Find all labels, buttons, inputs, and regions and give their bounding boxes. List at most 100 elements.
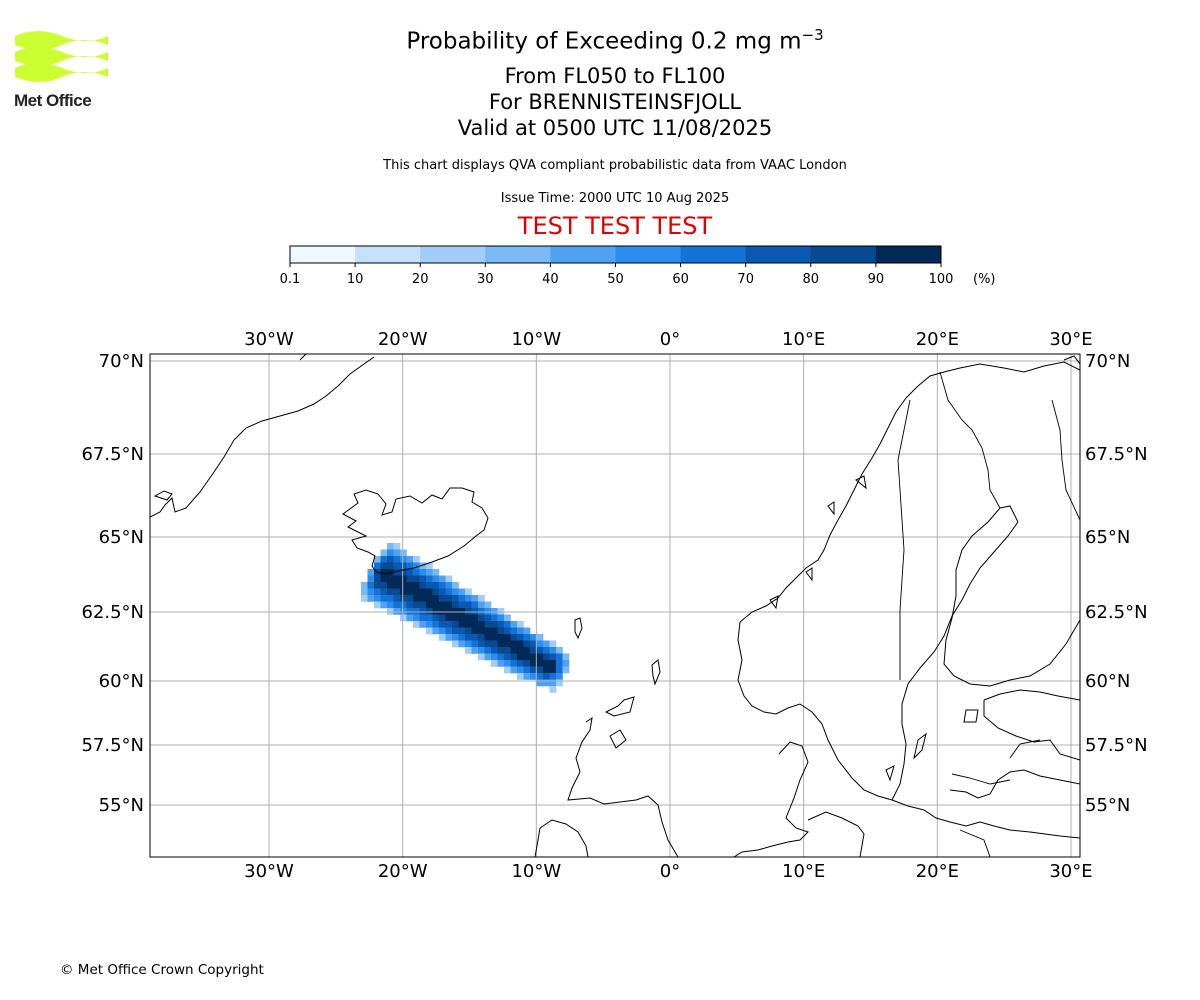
plume-cell	[413, 575, 420, 583]
plume-cell	[367, 569, 375, 576]
latitude-label: 70°N	[1085, 351, 1130, 372]
plume-cell	[380, 575, 388, 583]
plume-cell	[517, 621, 524, 628]
plume-cell	[426, 614, 433, 622]
plume-cell	[413, 601, 420, 609]
plume-cell	[471, 595, 479, 602]
plume-cell	[497, 614, 505, 622]
plume-cell	[400, 569, 407, 576]
plume-cell	[536, 679, 544, 687]
colorbar-tick-label: 10	[347, 272, 364, 287]
copyright: © Met Office Crown Copyright	[60, 962, 264, 978]
plume-cell	[432, 595, 440, 602]
plume-cell	[484, 634, 492, 641]
plume-cell	[400, 549, 407, 557]
colorbar-segment	[355, 246, 421, 263]
plume-cell	[517, 666, 524, 674]
longitude-label: 10°W	[511, 861, 561, 882]
plume-cell	[387, 601, 394, 609]
latitude-label: 62.5°N	[81, 602, 144, 623]
plume-cell	[439, 595, 446, 602]
plume-cell	[439, 634, 446, 641]
plume-cell	[471, 601, 479, 609]
colorbar-tick-label: 50	[607, 272, 624, 287]
map-frame	[149, 353, 1081, 858]
plume-cell	[426, 569, 433, 576]
plume-cell	[400, 588, 407, 596]
plume-cell	[406, 582, 414, 589]
colorbar-tick-label: 40	[542, 272, 559, 287]
plume-cell	[367, 575, 375, 583]
plume-cell	[445, 595, 453, 602]
plume-cell	[510, 634, 518, 641]
plume-cell	[432, 608, 440, 615]
plume-cell	[380, 569, 388, 576]
plume-cell	[432, 621, 440, 628]
plume-cell	[471, 621, 479, 628]
plume-cell	[406, 614, 414, 622]
coastlines	[150, 354, 1080, 857]
plume-cell	[393, 556, 401, 563]
plume-cell	[556, 660, 563, 667]
plume-cell	[517, 634, 524, 641]
plume-cell	[536, 660, 544, 667]
plume-cell	[536, 653, 544, 661]
ash-probability-plume	[361, 543, 570, 693]
test-banner: TEST TEST TEST	[517, 212, 713, 240]
plume-cell	[393, 582, 401, 589]
plume-cell	[419, 582, 427, 589]
plume-cell	[374, 556, 381, 563]
plume-cell	[504, 640, 511, 648]
colorbar-segment	[550, 246, 616, 263]
plume-cell	[393, 601, 401, 609]
latitude-label: 65°N	[99, 527, 144, 548]
plume-cell	[465, 595, 472, 602]
plume-cell	[504, 666, 511, 674]
plume-cell	[393, 595, 401, 602]
plume-cell	[510, 647, 518, 654]
plume-cell	[452, 608, 459, 615]
plume-cell	[413, 556, 420, 563]
plume-cell	[419, 575, 427, 583]
plume-cell	[374, 601, 381, 609]
plume-cell	[549, 647, 557, 654]
plume-cell	[465, 647, 472, 654]
plume-cell	[458, 634, 466, 641]
colorbar-segment	[615, 246, 682, 263]
longitude-label: 20°W	[378, 329, 428, 350]
valid-time: Valid at 0500 UTC 11/08/2025	[457, 116, 773, 140]
colorbar	[289, 245, 942, 264]
chart-title: Probability of Exceeding 0.2 mg m−3	[0, 26, 1200, 55]
plume-cell	[478, 653, 485, 661]
plume-cell	[562, 666, 570, 674]
plume-cell	[523, 627, 531, 635]
plume-cell	[562, 653, 570, 661]
plume-cell	[543, 673, 550, 680]
plume-cell	[491, 640, 498, 648]
plume-cell	[530, 640, 537, 648]
colorbar-ticks: 0.1 10 20 30 40 50 60 70 80 90 100	[280, 263, 953, 287]
plume-cell	[497, 634, 505, 641]
plume-cell	[413, 621, 420, 628]
plume-cell	[426, 595, 433, 602]
ireland-coast	[534, 819, 589, 857]
plume-cell	[543, 647, 550, 654]
plume-cell	[484, 627, 492, 635]
plume-cell	[471, 640, 479, 648]
plume-cell	[478, 627, 485, 635]
longitude-label: 0°	[660, 329, 680, 350]
plume-cell	[406, 562, 414, 570]
plume-cell	[452, 634, 459, 641]
latitude-label: 60°N	[1085, 671, 1130, 692]
colorbar-unit: (%)	[973, 272, 996, 287]
plume-cell	[406, 608, 414, 615]
plume-cell	[497, 660, 505, 667]
map-area[interactable]	[150, 354, 1080, 857]
plume-cell	[497, 621, 505, 628]
plume-cell	[452, 582, 459, 589]
plume-cell	[432, 601, 440, 609]
colorbar-tick-label: 90	[868, 272, 885, 287]
plume-cell	[543, 679, 550, 687]
plume-cell	[484, 601, 492, 609]
